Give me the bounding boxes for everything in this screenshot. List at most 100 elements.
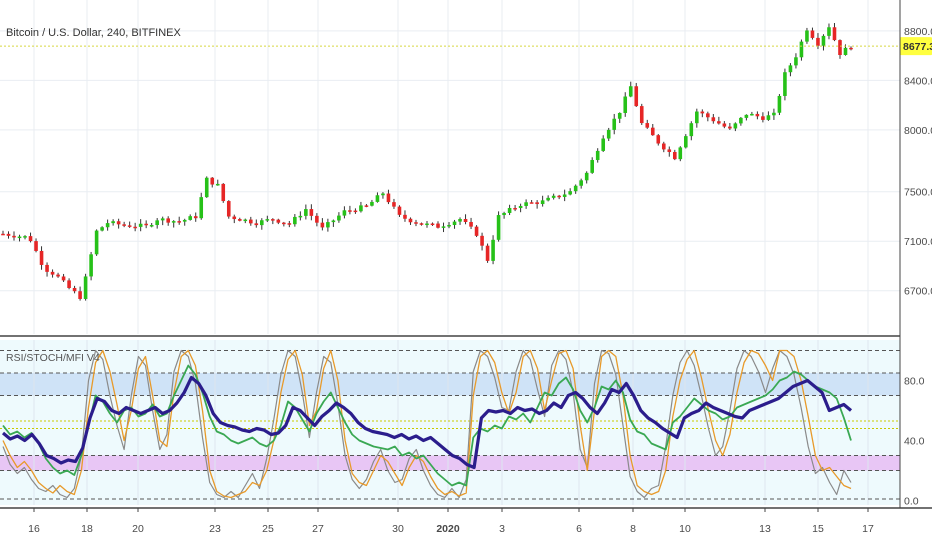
last-price-badge: 8677.3: [900, 37, 932, 56]
candle-body: [304, 209, 308, 216]
price-pane[interactable]: Bitcoin / U.S. Dollar, 240, BITFINEX: [0, 0, 900, 334]
candle-body: [160, 218, 165, 221]
indicator-series: [1, 349, 853, 499]
candle-body: [237, 219, 242, 221]
candle-body: [287, 223, 292, 225]
candle-body: [684, 136, 688, 148]
candle-body: [243, 219, 248, 222]
candle-body: [260, 220, 264, 226]
candle-body: [766, 115, 771, 120]
candle-body: [45, 264, 49, 272]
candle-body: [452, 221, 457, 225]
candle-body: [353, 210, 358, 213]
candle-body: [518, 205, 523, 209]
candle-body: [573, 185, 578, 192]
candle-body: [832, 27, 837, 41]
candle-body: [199, 197, 204, 219]
candle-body: [502, 212, 506, 216]
candle-body: [293, 216, 297, 225]
indicator-bands: [0, 373, 900, 471]
time-axis[interactable]: 16 18 20 23 25 27 30 2020 3 6 8 10 13 15 17: [28, 508, 874, 535]
candle-body: [744, 114, 749, 118]
candle-body: [529, 202, 534, 204]
indicator-band: [0, 373, 900, 396]
candle-body: [370, 201, 374, 206]
candle-body: [838, 40, 842, 56]
candle-body: [761, 116, 765, 120]
candle-body: [12, 235, 16, 238]
candle-body: [276, 219, 281, 223]
time-tick-label: 3: [499, 523, 505, 535]
time-tick-label: 27: [312, 523, 324, 535]
indicator-axis[interactable]: 80.0 40.0 0.0: [904, 376, 925, 508]
candle-body: [177, 221, 182, 223]
candle-body: [215, 183, 220, 186]
time-tick-label: 30: [392, 523, 404, 535]
candle-body: [331, 220, 336, 223]
candle-body: [458, 218, 462, 222]
candle-body: [849, 47, 853, 50]
candle-body: [83, 276, 88, 299]
candle-body: [204, 177, 209, 198]
candle-body: [403, 214, 407, 219]
candle-body: [320, 222, 325, 228]
candle-body: [722, 123, 727, 127]
price-tick-label: 7500.0: [904, 187, 932, 199]
candle-body: [568, 191, 572, 195]
candle-body: [111, 221, 115, 224]
candle-body: [584, 172, 589, 181]
candle-body: [816, 37, 820, 46]
candle-body: [326, 222, 330, 228]
candle-body: [447, 224, 451, 227]
candle-body: [182, 219, 187, 222]
candle-body: [579, 180, 583, 186]
candle-body: [557, 195, 561, 198]
candle-body: [491, 239, 495, 261]
candle-body: [601, 138, 606, 151]
candle-body: [485, 245, 490, 261]
candle-body: [1, 233, 5, 236]
candle-body: [546, 197, 550, 201]
candle-body: [805, 30, 809, 42]
candle-body: [623, 96, 628, 113]
candle-body: [667, 149, 672, 152]
time-tick-label: 2020: [436, 523, 460, 535]
candle-body: [650, 127, 655, 136]
candle-body: [463, 218, 468, 222]
chart-title: Bitcoin / U.S. Dollar, 240, BITFINEX: [6, 27, 182, 39]
candle-body: [56, 274, 60, 277]
candle-body: [772, 112, 776, 116]
candle-body: [408, 218, 413, 223]
time-tick-label: 17: [862, 523, 874, 535]
candle-body: [105, 223, 110, 228]
candle-body: [783, 72, 787, 96]
candle-body: [17, 236, 22, 239]
candle-body: [827, 27, 831, 36]
price-tick-label: 8000.0: [904, 125, 932, 137]
candle-body: [116, 221, 121, 225]
candle-body: [298, 215, 303, 218]
candle-body: [672, 151, 677, 160]
candle-body: [436, 223, 440, 228]
candle-body: [733, 123, 738, 129]
price-grid: [0, 0, 900, 334]
candle-body: [67, 280, 71, 288]
time-tick-label: 23: [209, 523, 221, 535]
time-tick-label: 13: [759, 523, 771, 535]
candle-body: [28, 236, 33, 242]
candle-body: [155, 220, 159, 226]
candle-body: [474, 226, 479, 236]
candle-body: [656, 135, 661, 144]
candle-body: [23, 236, 27, 238]
indicator-pane[interactable]: RSI/STOCH/MFI V4: [0, 340, 900, 505]
indicator-tick-label: 40.0: [904, 436, 925, 448]
candle-body: [678, 147, 683, 160]
candle-body: [689, 123, 694, 137]
candle-body: [821, 35, 826, 46]
candle-body: [122, 224, 126, 226]
time-tick-label: 8: [630, 523, 636, 535]
price-axis[interactable]: 8800.0 8400.0 8000.0 7500.0 7100.0 6700.0: [904, 26, 932, 298]
candle-body: [89, 254, 93, 277]
candle-body: [127, 225, 132, 227]
